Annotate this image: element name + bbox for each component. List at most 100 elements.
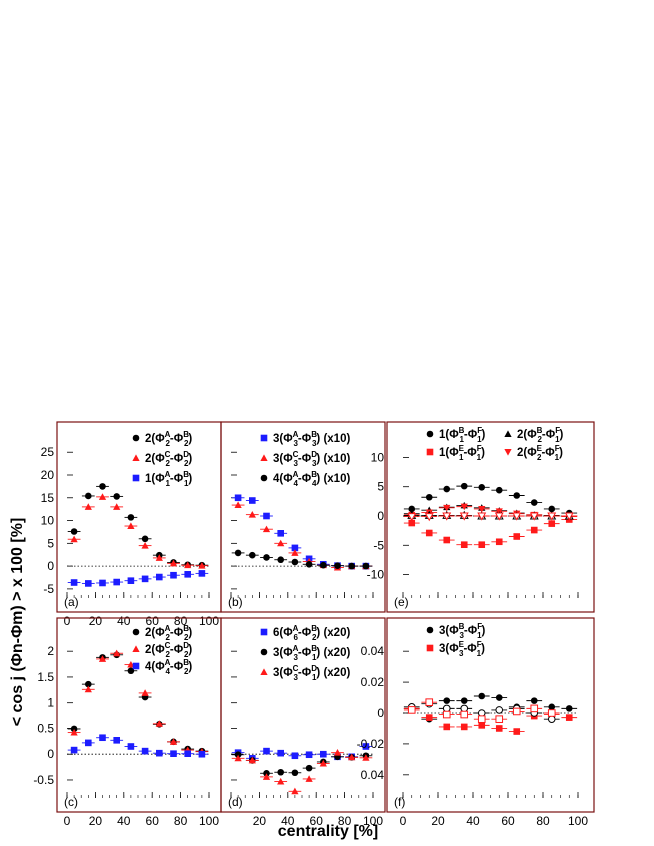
- x-axis-label: centrality [%]: [278, 823, 378, 840]
- y-tick-label: 0: [377, 706, 384, 720]
- data-point: [234, 494, 242, 502]
- data-point: [478, 506, 486, 513]
- legend-entry: 3(ΦC 3-ΦD 1) (x20): [273, 664, 350, 682]
- y-tick-label: 0.04: [361, 644, 385, 658]
- data-point: [127, 514, 135, 521]
- legend-entry: 2(ΦC 2-ΦD 2): [145, 450, 192, 468]
- x-tick-label: 60: [146, 814, 160, 828]
- panel-d: 20 40 60 80 100 6(ΦA 6-ΦB 2) (x20) 3(ΦA 3-ΦB 1) (x…: [220, 617, 386, 828]
- panel-label: (c): [64, 795, 78, 809]
- data-point: [442, 704, 451, 713]
- data-point: [548, 520, 556, 527]
- data-point: [234, 501, 242, 509]
- data-point: [262, 773, 271, 780]
- data-point: [277, 530, 284, 537]
- data-point: [443, 485, 451, 493]
- data-point: [425, 714, 433, 721]
- data-point: [127, 577, 135, 584]
- legend-entry: 4(ΦA 4-ΦB 4) (x10): [273, 470, 350, 488]
- legend-entry: 2(ΦE 2-ΦF 1): [517, 444, 563, 462]
- data-point: [127, 522, 135, 529]
- series: [403, 698, 560, 723]
- x-tick-label: 100: [568, 814, 588, 828]
- data-point: [156, 749, 163, 757]
- data-point: [85, 492, 92, 500]
- data-point: [291, 558, 299, 566]
- data-point: [170, 571, 177, 579]
- y-tick-label: 25: [41, 445, 55, 459]
- legend-entry: 3(ΦC 3-ΦD 3) (x10): [273, 450, 350, 468]
- data-point: [442, 710, 451, 719]
- legend-marker: [504, 449, 512, 456]
- data-point: [263, 512, 270, 520]
- data-point: [277, 749, 284, 757]
- data-point: [460, 697, 468, 704]
- x-tick-label: 80: [174, 814, 188, 828]
- series: [231, 549, 373, 570]
- data-point: [548, 703, 556, 711]
- data-point: [113, 578, 120, 586]
- data-point: [113, 649, 121, 657]
- data-point: [98, 655, 107, 662]
- data-point: [513, 492, 521, 499]
- data-point: [348, 753, 356, 761]
- data-point: [443, 723, 451, 731]
- y-tick-label: -10: [367, 568, 385, 582]
- data-point: [248, 756, 256, 764]
- y-tick-label: 0: [47, 559, 54, 573]
- x-tick-label: 0: [64, 614, 71, 628]
- legend-entry: 4(ΦA 4-ΦB 2): [145, 658, 192, 676]
- data-point: [249, 497, 256, 504]
- data-point: [84, 503, 92, 510]
- panel-c: 0 20 40 60 80 100 -0.5 0 0.5 1 1.5 2 2(ΦA 2-ΦB 2)2(ΦC 2…: [33, 617, 222, 828]
- data-point: [362, 743, 370, 750]
- legend-marker: [260, 628, 268, 636]
- legend-marker: [132, 645, 140, 652]
- data-point: [408, 505, 416, 513]
- data-point: [277, 768, 285, 776]
- data-point: [70, 528, 78, 535]
- data-point: [320, 561, 327, 569]
- data-point: [529, 512, 539, 521]
- y-tick-label: 5: [47, 536, 54, 550]
- series: [67, 734, 209, 758]
- series: [67, 493, 209, 569]
- data-point: [155, 720, 163, 727]
- data-point: [530, 697, 538, 704]
- data-point: [477, 709, 486, 717]
- y-tick-label: 10: [41, 514, 55, 528]
- data-point: [425, 698, 434, 706]
- data-point: [169, 559, 178, 567]
- panel-label: (d): [228, 795, 243, 809]
- data-point: [477, 715, 486, 723]
- data-point: [495, 715, 504, 723]
- data-point: [362, 562, 370, 570]
- legend-marker: [426, 626, 434, 634]
- legend-entry: 6(ΦA 6-ΦB 2) (x20): [273, 624, 350, 642]
- legend-entry: 2(ΦB 2-ΦF 1): [517, 426, 564, 444]
- x-tick-label: 60: [310, 814, 324, 828]
- legend-marker: [132, 434, 140, 442]
- data-point: [530, 526, 538, 534]
- data-point: [169, 738, 178, 745]
- data-point: [547, 715, 556, 723]
- data-point: [495, 706, 504, 714]
- panel-label: (e): [394, 595, 409, 609]
- data-point: [156, 573, 163, 581]
- y-tick-label: 2: [47, 644, 54, 658]
- legend-marker: [132, 454, 140, 461]
- series: [403, 516, 578, 548]
- data-point: [460, 503, 468, 511]
- data-point: [459, 512, 469, 521]
- data-point: [248, 511, 256, 518]
- y-tick-label: 10: [371, 450, 385, 464]
- data-point: [291, 549, 299, 556]
- data-point: [478, 541, 486, 548]
- y-tick-label: 0.5: [37, 721, 54, 735]
- data-point: [424, 513, 434, 522]
- legend-entry: 3(ΦE 3-ΦF 1): [439, 640, 485, 658]
- x-tick-label: 20: [89, 614, 103, 628]
- y-tick-label: 1.5: [37, 670, 54, 684]
- data-point: [407, 513, 417, 522]
